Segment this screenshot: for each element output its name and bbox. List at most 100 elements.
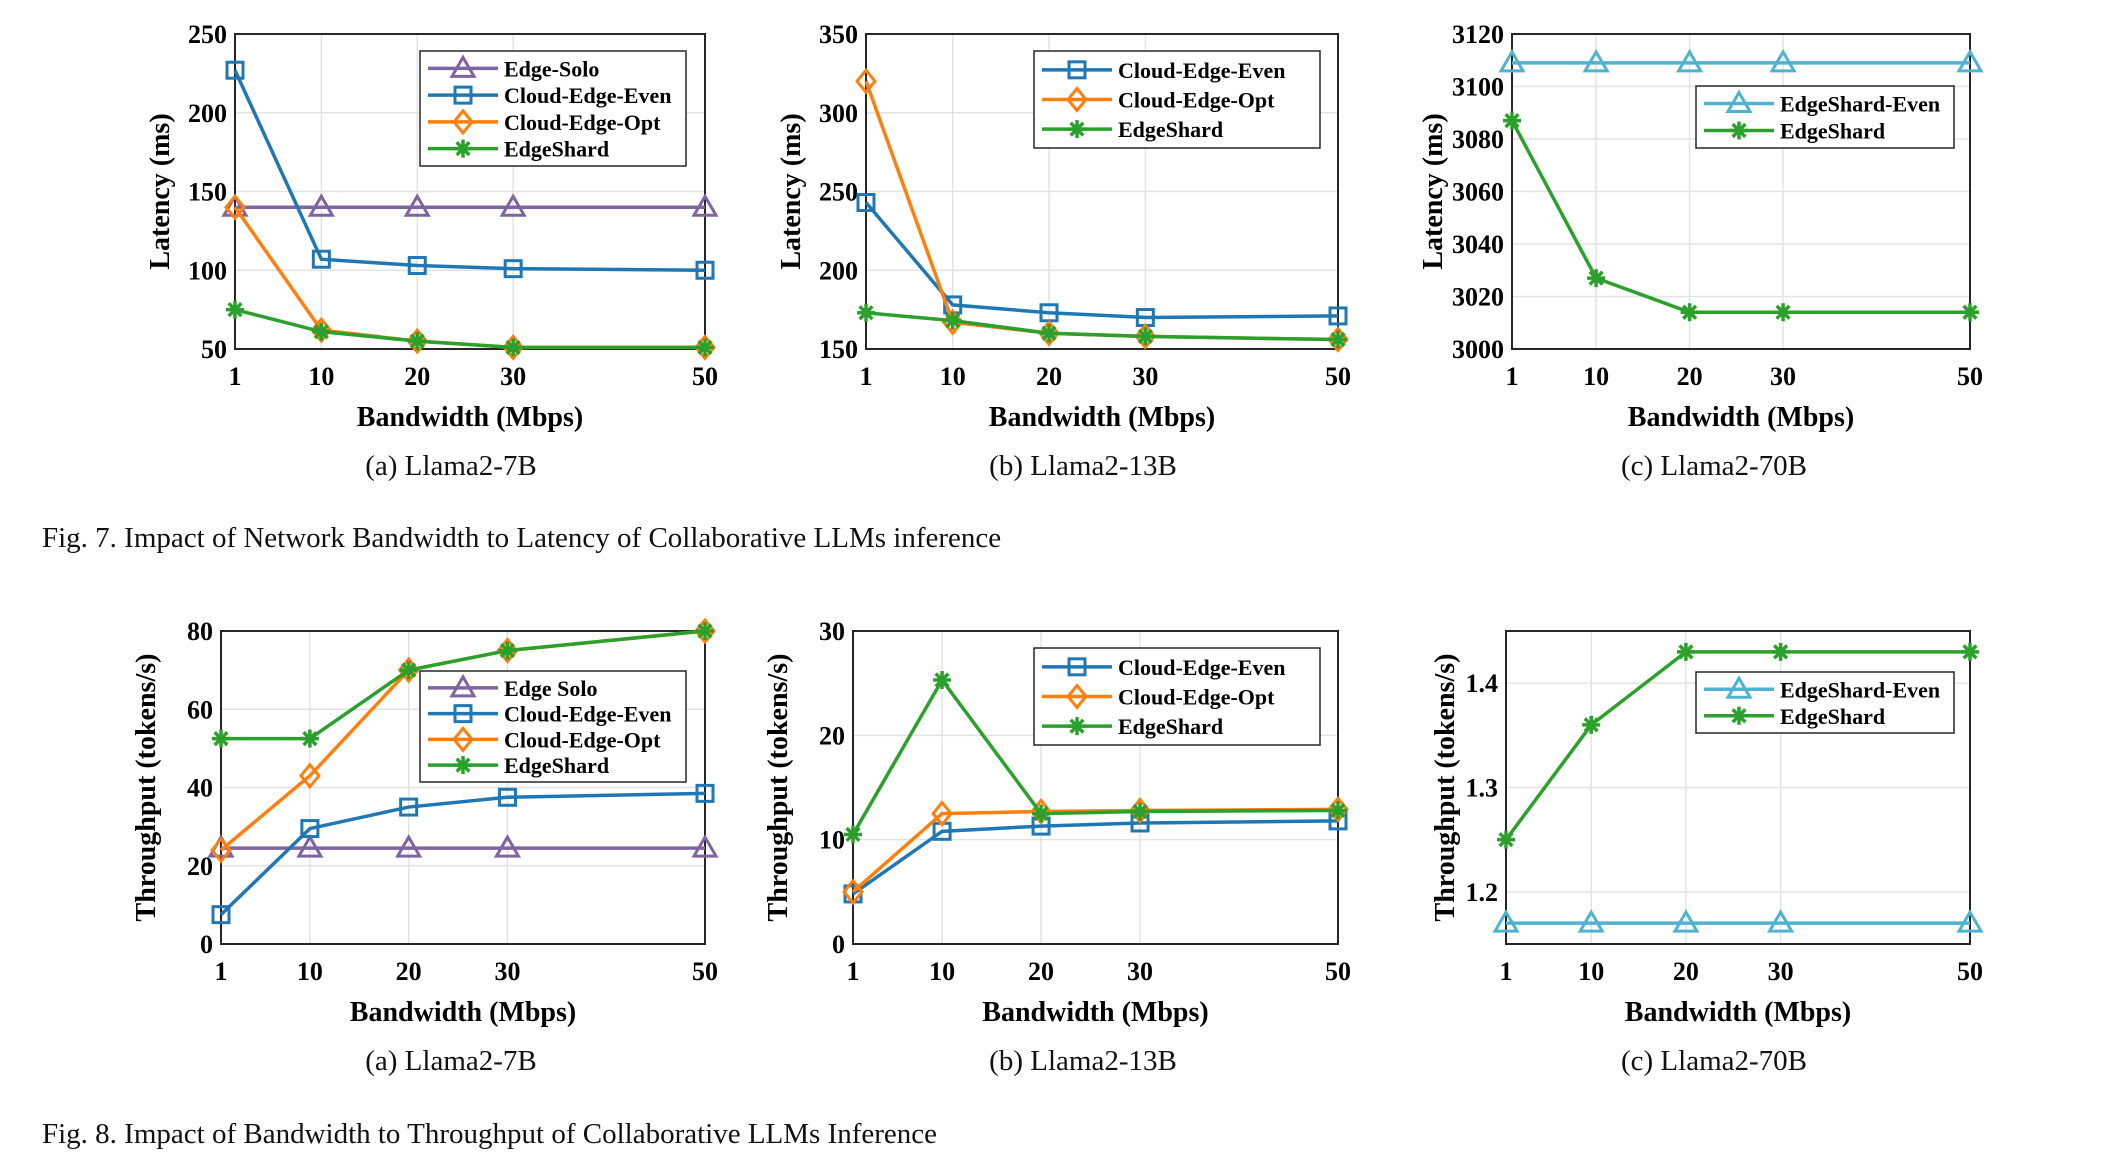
x-tick-label: 20 bbox=[1036, 362, 1062, 391]
data-point bbox=[1767, 909, 1795, 933]
x-tick-label: 1 bbox=[215, 957, 228, 986]
legend-label: EdgeShard bbox=[1118, 714, 1223, 739]
plot-frame bbox=[852, 630, 1339, 945]
data-point bbox=[1329, 801, 1347, 820]
data-point bbox=[395, 834, 423, 858]
legend-label: Cloud-Edge-Even bbox=[1118, 58, 1285, 83]
data-point bbox=[210, 836, 232, 864]
x-tick-label: 1 bbox=[229, 362, 242, 391]
series-cloud-edge-even bbox=[843, 811, 1348, 904]
legend-label: EdgeShard bbox=[504, 137, 609, 162]
legend-label: Cloud-Edge-Even bbox=[504, 83, 671, 108]
legend-label: Edge-Solo bbox=[504, 56, 599, 81]
data-point bbox=[696, 338, 714, 357]
x-tick-label: 30 bbox=[1127, 957, 1153, 986]
x-axis-label: Bandwidth (Mbps) bbox=[1628, 402, 1854, 433]
data-point bbox=[1136, 327, 1155, 346]
x-axis-label: Bandwidth (Mbps) bbox=[350, 997, 576, 1028]
series-line bbox=[864, 201, 1339, 320]
plot-frame bbox=[234, 33, 706, 350]
data-point bbox=[1680, 303, 1699, 322]
legend-marker bbox=[453, 704, 473, 724]
legend: Cloud-Edge-Even Cloud-Edge-Opt EdgeShard bbox=[1033, 50, 1321, 149]
series-line bbox=[233, 69, 706, 272]
y-tick-label: 200 bbox=[188, 99, 227, 128]
legend-marker bbox=[1067, 60, 1087, 80]
data-point bbox=[312, 322, 331, 341]
y-tick-label: 3080 bbox=[1452, 125, 1504, 154]
legend-label: EdgeShard bbox=[1118, 117, 1223, 142]
legend-marker bbox=[454, 139, 472, 158]
legend-marker bbox=[453, 85, 473, 105]
subcaption-7b: (b) Llama2-13B bbox=[989, 450, 1177, 482]
data-point bbox=[311, 249, 331, 269]
plot-frame bbox=[1511, 33, 1971, 350]
data-point bbox=[691, 834, 719, 858]
data-point bbox=[1769, 48, 1797, 73]
y-tick-label: 3120 bbox=[1452, 20, 1504, 49]
x-tick-label: 50 bbox=[692, 362, 718, 391]
y-axis-label: Latency (ms) bbox=[776, 113, 807, 269]
data-point bbox=[498, 641, 517, 660]
y-tick-label: 300 bbox=[819, 99, 858, 128]
data-point bbox=[1956, 909, 1984, 933]
series-edgeshard bbox=[857, 303, 1347, 349]
subcaption-7a: (a) Llama2-7B bbox=[365, 450, 537, 482]
y-tick-label: 20 bbox=[819, 721, 845, 750]
y-tick-label: 1.4 bbox=[1466, 669, 1499, 698]
series-edgeshard bbox=[1503, 111, 1979, 322]
data-point bbox=[300, 729, 319, 748]
data-point bbox=[1040, 324, 1059, 343]
legend-marker bbox=[1730, 706, 1748, 725]
x-tick-label: 50 bbox=[1325, 362, 1351, 391]
x-tick-label: 1 bbox=[1506, 362, 1519, 391]
series-line bbox=[234, 307, 705, 350]
x-tick-label: 1 bbox=[1500, 957, 1513, 986]
y-tick-label: 10 bbox=[819, 826, 845, 855]
x-axis-label: Bandwidth (Mbps) bbox=[1625, 997, 1851, 1028]
plot-frame bbox=[865, 33, 1339, 350]
legend-label: Cloud-Edge-Opt bbox=[1118, 685, 1275, 710]
series-line bbox=[851, 819, 1339, 896]
y-tick-label: 60 bbox=[187, 695, 213, 724]
data-point bbox=[399, 661, 418, 680]
y-tick-label: 30 bbox=[819, 617, 845, 646]
x-tick-label: 50 bbox=[1957, 957, 1983, 986]
legend: Edge-SoloCloud-Edge-EvenCloud-Edge-OptEd… bbox=[419, 50, 687, 167]
y-tick-label: 80 bbox=[187, 617, 213, 646]
x-tick-label: 10 bbox=[940, 362, 966, 391]
data-point bbox=[856, 193, 876, 213]
subcaption-8a: (a) Llama2-7B bbox=[365, 1045, 537, 1077]
x-tick-label: 30 bbox=[1768, 957, 1794, 986]
x-tick-label: 10 bbox=[1578, 957, 1604, 986]
x-tick-label: 50 bbox=[1325, 957, 1351, 986]
y-tick-label: 350 bbox=[819, 20, 858, 49]
subcaption-8c: (c) Llama2-70B bbox=[1620, 1045, 1808, 1077]
legend-label: EdgeShard bbox=[1780, 704, 1885, 729]
data-point bbox=[504, 338, 523, 357]
legend-label: Cloud-Edge-Opt bbox=[504, 110, 661, 135]
y-tick-label: 3000 bbox=[1452, 335, 1504, 364]
legend-marker bbox=[452, 726, 474, 753]
x-axis-label: Bandwidth (Mbps) bbox=[982, 997, 1208, 1028]
subcaption-8b: (b) Llama2-13B bbox=[989, 1045, 1177, 1077]
data-point bbox=[1961, 642, 1979, 661]
x-tick-label: 10 bbox=[308, 362, 334, 391]
legend-marker bbox=[452, 108, 474, 136]
data-point bbox=[691, 193, 719, 217]
data-point bbox=[298, 762, 321, 790]
data-point bbox=[493, 834, 522, 858]
data-point bbox=[1582, 715, 1601, 734]
data-point bbox=[1329, 330, 1347, 349]
y-tick-label: 100 bbox=[188, 256, 227, 285]
series-edgeshard bbox=[1497, 642, 1979, 849]
legend-label: Cloud-Edge-Opt bbox=[1118, 88, 1275, 113]
series-cloud-edge-opt bbox=[224, 193, 716, 361]
series-cloud-edge-even bbox=[225, 60, 715, 280]
legend-marker bbox=[449, 54, 477, 78]
data-point bbox=[211, 905, 231, 925]
series-edge-solo bbox=[221, 193, 719, 217]
legend-marker bbox=[449, 673, 477, 698]
data-point bbox=[931, 800, 954, 827]
